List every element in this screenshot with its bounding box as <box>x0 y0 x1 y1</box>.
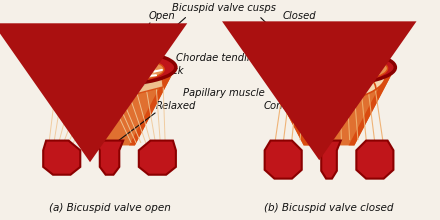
Polygon shape <box>317 141 341 179</box>
Ellipse shape <box>43 50 176 85</box>
Text: Taut: Taut <box>273 66 295 76</box>
Ellipse shape <box>63 60 156 81</box>
Text: Contracted: Contracted <box>264 101 319 111</box>
Polygon shape <box>264 141 302 179</box>
Text: (b) Bicuspid valve closed: (b) Bicuspid valve closed <box>264 203 394 213</box>
Ellipse shape <box>272 50 385 101</box>
Text: Slack: Slack <box>158 66 185 76</box>
Text: (a) Bicuspid valve open: (a) Bicuspid valve open <box>48 203 170 213</box>
Text: Open: Open <box>149 11 175 21</box>
Polygon shape <box>43 67 90 145</box>
Ellipse shape <box>55 56 164 83</box>
Text: Chordae tendineae: Chordae tendineae <box>176 53 271 62</box>
Polygon shape <box>356 141 393 179</box>
Polygon shape <box>139 141 176 175</box>
Polygon shape <box>96 141 123 175</box>
Polygon shape <box>348 67 396 145</box>
Text: Bicuspid valve cusps: Bicuspid valve cusps <box>172 3 276 13</box>
Polygon shape <box>43 67 176 145</box>
Text: Papillary muscle: Papillary muscle <box>183 88 264 98</box>
Polygon shape <box>263 67 396 145</box>
Polygon shape <box>263 67 309 145</box>
Ellipse shape <box>271 54 388 83</box>
Text: Relaxed: Relaxed <box>155 101 196 111</box>
Ellipse shape <box>263 50 396 85</box>
Text: Closed: Closed <box>282 11 316 21</box>
Polygon shape <box>43 141 80 175</box>
Polygon shape <box>110 67 163 99</box>
Polygon shape <box>129 67 176 145</box>
Polygon shape <box>56 67 110 99</box>
